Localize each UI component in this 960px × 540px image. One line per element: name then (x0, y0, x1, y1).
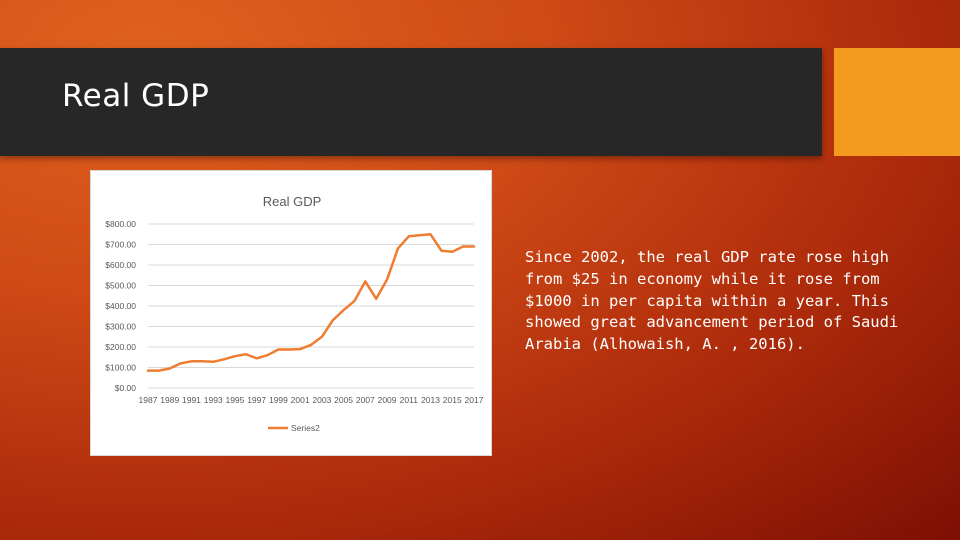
data-point (408, 235, 410, 237)
y-tick-label: $0.00 (115, 383, 137, 393)
x-tick-label: 2001 (291, 395, 310, 405)
y-tick-label: $300.00 (105, 322, 136, 332)
data-point (245, 353, 247, 355)
data-point (288, 348, 290, 350)
y-tick-label: $800.00 (105, 219, 136, 229)
y-tick-label: $100.00 (105, 363, 136, 373)
data-point (299, 348, 301, 350)
y-tick-label: $600.00 (105, 260, 136, 270)
data-point (451, 250, 453, 252)
data-point (277, 348, 279, 350)
data-point (462, 245, 464, 247)
x-tick-label: 2005 (334, 395, 353, 405)
data-point (179, 362, 181, 364)
y-axis-ticks: $0.00 $100.00 $200.00 $300.00 $400.00 $500.00… (105, 219, 136, 393)
title-bar (0, 48, 822, 156)
x-tick-label: 1989 (160, 395, 179, 405)
data-point (223, 358, 225, 360)
x-tick-label: 2003 (312, 395, 331, 405)
legend-label: Series2 (291, 423, 320, 433)
x-tick-label: 1999 (269, 395, 288, 405)
data-point (147, 369, 149, 371)
y-tick-label: $400.00 (105, 301, 136, 311)
y-tick-label: $500.00 (105, 281, 136, 291)
x-tick-label: 1995 (225, 395, 244, 405)
data-point (332, 319, 334, 321)
legend: Series2 (268, 423, 320, 433)
data-point (440, 249, 442, 251)
grid-lines (148, 223, 474, 389)
line-chart: Real GDP $0.00 $100.00 $200.00 $300.00 $400.… (105, 194, 484, 433)
x-tick-label: 2011 (400, 395, 419, 405)
x-tick-label: 1997 (247, 395, 266, 405)
chart-frame: Real GDP $0.00 $100.00 $200.00 $300.00 $400.… (90, 170, 492, 456)
slide-title: Real GDP (62, 78, 210, 114)
data-point (169, 367, 171, 369)
data-point (353, 300, 355, 302)
data-point (310, 344, 312, 346)
x-tick-label: 2015 (443, 395, 462, 405)
data-point (397, 247, 399, 249)
x-tick-label: 1993 (204, 395, 223, 405)
data-point (321, 336, 323, 338)
data-point (342, 309, 344, 311)
x-axis-ticks: 1987 1989 1991 1993 1995 1997 1999 2001 2003 2005… (139, 395, 484, 405)
accent-box (834, 48, 960, 156)
x-tick-label: 2009 (378, 395, 397, 405)
body-paragraph: Since 2002, the real GDP rate rose high … (525, 248, 899, 354)
data-point (266, 354, 268, 356)
data-point (386, 278, 388, 280)
data-point (364, 280, 366, 282)
data-point (255, 357, 257, 359)
data-point (375, 298, 377, 300)
y-tick-label: $200.00 (105, 342, 136, 352)
data-point (473, 245, 475, 247)
x-tick-label: 1991 (182, 395, 201, 405)
x-tick-label: 2007 (356, 395, 375, 405)
data-point (158, 369, 160, 371)
series-line (146, 233, 476, 372)
data-point (429, 233, 431, 235)
data-point (190, 360, 192, 362)
data-point (212, 361, 214, 363)
x-tick-label: 2017 (465, 395, 484, 405)
series-layer (146, 233, 476, 372)
data-point (418, 234, 420, 236)
data-point (201, 360, 203, 362)
y-tick-label: $700.00 (105, 240, 136, 250)
data-point (234, 355, 236, 357)
x-tick-label: 1987 (139, 395, 158, 405)
chart-title: Real GDP (263, 194, 322, 209)
x-tick-label: 2013 (421, 395, 440, 405)
